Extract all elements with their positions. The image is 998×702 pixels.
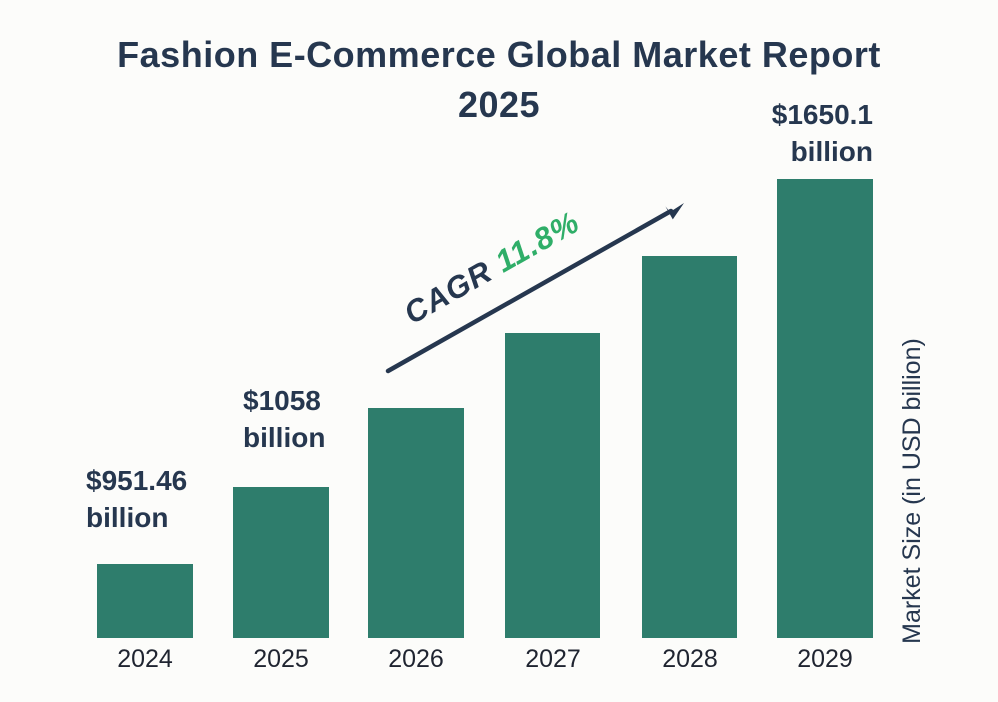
year-label-2027: 2027 bbox=[525, 645, 581, 673]
page-title-line2: 2025 bbox=[457, 84, 541, 125]
bar-2027 bbox=[505, 333, 600, 638]
cagr-value: 11.8% bbox=[489, 204, 586, 280]
bar-2024 bbox=[97, 564, 193, 638]
bar-2025 bbox=[233, 487, 329, 638]
year-label-2024: 2024 bbox=[117, 645, 173, 673]
value-label-2025-amount: $1058 bbox=[243, 385, 321, 416]
page-title: Fashion E-Commerce Global Market Report … bbox=[0, 30, 998, 130]
value-label-2029-amount: $1650.1 bbox=[771, 99, 873, 130]
value-label-2029-unit: billion bbox=[790, 136, 873, 167]
bar-2028 bbox=[642, 256, 737, 638]
value-label-2029: $1650.1 billion bbox=[772, 96, 873, 170]
year-label-2029: 2029 bbox=[797, 645, 853, 673]
y-axis-label: Market Size (in USD billion) bbox=[898, 338, 926, 644]
value-label-2024-amount: $951.46 bbox=[86, 465, 188, 496]
page-title-line1: Fashion E-Commerce Global Market Report bbox=[117, 34, 881, 75]
cagr-annotation: CAGR 11.8% bbox=[379, 193, 606, 343]
value-label-2025: $1058 billion bbox=[243, 382, 325, 456]
value-label-2024: $951.46 billion bbox=[86, 462, 187, 536]
cagr-label: CAGR bbox=[398, 253, 499, 331]
year-label-2025: 2025 bbox=[253, 645, 309, 673]
bar-2029 bbox=[777, 179, 873, 638]
trend-arrow-head bbox=[665, 203, 684, 220]
year-label-2026: 2026 bbox=[388, 645, 444, 673]
year-label-2028: 2028 bbox=[662, 645, 718, 673]
bar-2026 bbox=[368, 408, 464, 638]
value-label-2025-unit: billion bbox=[243, 422, 326, 453]
value-label-2024-unit: billion bbox=[86, 502, 169, 533]
